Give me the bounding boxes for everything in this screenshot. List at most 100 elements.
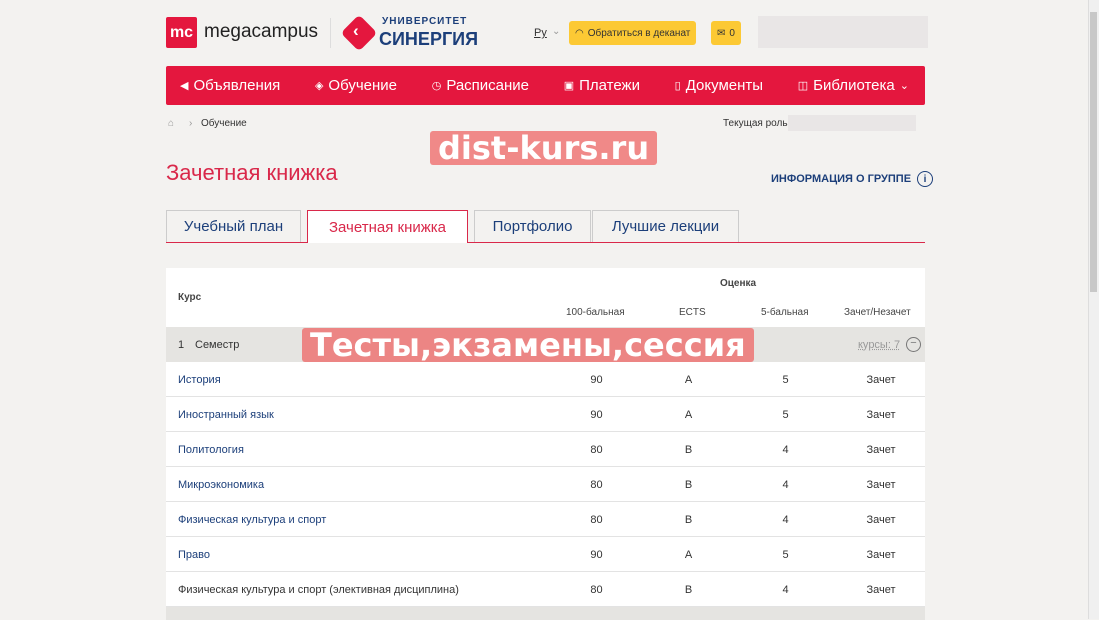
course-name[interactable]: Физическая культура и спорт [178, 514, 327, 526]
pass-status: Зачет [866, 374, 896, 386]
table-row: Право 90 A 5 Зачет [166, 537, 925, 572]
main-nav: ◀ Объявления ◈ Обучение ◷ Расписание ▣ Плате… [166, 66, 925, 105]
score-100: 80 [590, 479, 603, 491]
role-label: Текущая роль: [723, 118, 791, 129]
mail-count: 0 [729, 27, 735, 39]
course-header: Курс [178, 292, 202, 303]
home-icon[interactable]: ⌂ [168, 118, 175, 129]
score-ects: A [684, 409, 693, 421]
score-5: 4 [782, 444, 789, 456]
score-ects: B [684, 444, 693, 456]
nav-payments[interactable]: ▣ Платежи [564, 77, 640, 94]
semester-label: Семестр [195, 339, 240, 351]
score-5: 4 [782, 479, 789, 491]
course-count: курсы: 7 [858, 339, 901, 351]
info-icon: i [917, 171, 934, 187]
megacampus-logo-text[interactable]: megacampus [204, 21, 319, 42]
synergy-logo-top: УНИВЕРСИТЕТ [382, 16, 468, 27]
score-5: 5 [782, 409, 789, 421]
tab-record-book[interactable]: Зачетная книжка [307, 210, 468, 243]
chevron-down-icon: ⌄ [899, 80, 909, 92]
next-semester-row[interactable] [166, 607, 925, 620]
table-row: Физическая культура и спорт (элективная … [166, 572, 925, 607]
score-100: 80 [590, 444, 603, 456]
nav-learning[interactable]: ◈ Обучение [315, 77, 397, 94]
course-name[interactable]: Политология [178, 444, 244, 456]
score-ects: B [684, 514, 693, 526]
breadcrumb-current: Обучение [201, 118, 247, 129]
grades-table: Курс Оценка 100-бальная ECTS 5-бальная З… [166, 268, 925, 620]
table-row: Микроэкономика 80 B 4 Зачет [166, 467, 925, 502]
watermark-line2: Тесты,экзамены,сессия [302, 328, 754, 362]
semester-number: 1 [178, 339, 185, 351]
course-name[interactable]: История [178, 374, 221, 386]
scrollbar[interactable] [1088, 0, 1099, 619]
nav-library[interactable]: ◫ Библиотека ⌄ [798, 77, 909, 94]
nav-documents[interactable]: ▯ Документы [675, 77, 763, 94]
score-ects: B [684, 584, 693, 596]
document-icon: ▯ [674, 80, 681, 92]
table-row: Иностранный язык 90 A 5 Зачет [166, 397, 925, 432]
group-info-link[interactable]: ИНФОРМАЦИЯ О ГРУППЕ i [771, 171, 934, 187]
language-select[interactable]: Ру [534, 27, 547, 39]
divider [330, 18, 331, 48]
clock-icon: ◷ [431, 80, 442, 92]
pass-status: Зачет [866, 514, 896, 526]
grade-header: Оценка [720, 278, 757, 289]
score-5: 4 [782, 584, 789, 596]
synergy-logo-bottom: СИНЕРГИЯ [379, 29, 479, 49]
page-title: Зачетная книжка [166, 160, 338, 185]
score-100: 90 [590, 549, 603, 561]
nav-label: Расписание [446, 77, 530, 94]
collapse-icon[interactable]: − [906, 337, 921, 352]
graduation-cap-icon: ◈ [314, 80, 324, 92]
score-5: 4 [782, 514, 789, 526]
table-row: Политология 80 B 4 Зачет [166, 432, 925, 467]
group-info-label: ИНФОРМАЦИЯ О ГРУППЕ [771, 173, 912, 185]
table-row: История 90 A 5 Зачет [166, 362, 925, 397]
nav-label: Платежи [579, 77, 640, 94]
col-ects: ECTS [679, 307, 706, 318]
course-name[interactable]: Микроэкономика [178, 479, 265, 491]
watermark-line1: dist-kurs.ru [430, 131, 658, 165]
contact-dean-label: Обратиться в деканат [587, 27, 691, 39]
col-5: 5-бальная [761, 307, 809, 318]
payment-icon: ▣ [563, 80, 575, 92]
score-100: 90 [590, 374, 603, 386]
tab-curriculum[interactable]: Учебный план [166, 210, 301, 242]
course-name[interactable]: Право [178, 549, 210, 561]
mail-button[interactable]: ✉ 0 [711, 21, 741, 45]
score-5: 5 [782, 374, 789, 386]
nav-label: Документы [685, 77, 764, 94]
mail-icon: ✉ [717, 27, 726, 39]
megaphone-icon: ◀ [180, 80, 189, 92]
course-name[interactable]: Иностранный язык [178, 409, 274, 421]
nav-schedule[interactable]: ◷ Расписание [432, 77, 529, 94]
headset-icon: ◠ [575, 27, 584, 39]
tab-portfolio[interactable]: Портфолио [474, 210, 591, 242]
tab-best-lectures[interactable]: Лучшие лекции [592, 210, 739, 242]
contact-dean-button[interactable]: ◠ Обратиться в деканат [569, 21, 697, 45]
col-pass: Зачет/Незачет [844, 307, 911, 318]
user-profile[interactable] [758, 16, 928, 48]
synergy-chevron-icon: ‹ [353, 21, 359, 40]
synergy-logo-icon [340, 14, 378, 52]
score-100: 80 [590, 584, 603, 596]
pass-status: Зачет [866, 409, 896, 421]
score-100: 90 [590, 409, 603, 421]
pass-status: Зачет [866, 584, 896, 596]
nav-label: Обучение [328, 77, 397, 94]
scrollbar-thumb[interactable] [1090, 12, 1097, 292]
pass-status: Зачет [866, 444, 896, 456]
pass-status: Зачет [866, 549, 896, 561]
nav-announcements[interactable]: ◀ Объявления [180, 77, 280, 94]
book-icon: ◫ [797, 80, 809, 92]
chevron-down-icon[interactable]: ⌄ [552, 26, 561, 37]
table-row: Физическая культура и спорт 80 B 4 Зачет [166, 502, 925, 537]
tabs: Учебный план Зачетная книжка Портфолио Л… [166, 210, 925, 243]
nav-label: Библиотека [813, 77, 895, 94]
score-100: 80 [590, 514, 603, 526]
megacampus-logo-mark[interactable]: mc [166, 17, 197, 48]
nav-label: Объявления [193, 77, 281, 94]
role-value[interactable] [788, 115, 916, 131]
